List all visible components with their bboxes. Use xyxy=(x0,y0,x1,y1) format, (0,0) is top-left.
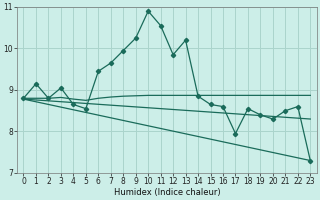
X-axis label: Humidex (Indice chaleur): Humidex (Indice chaleur) xyxy=(114,188,220,197)
